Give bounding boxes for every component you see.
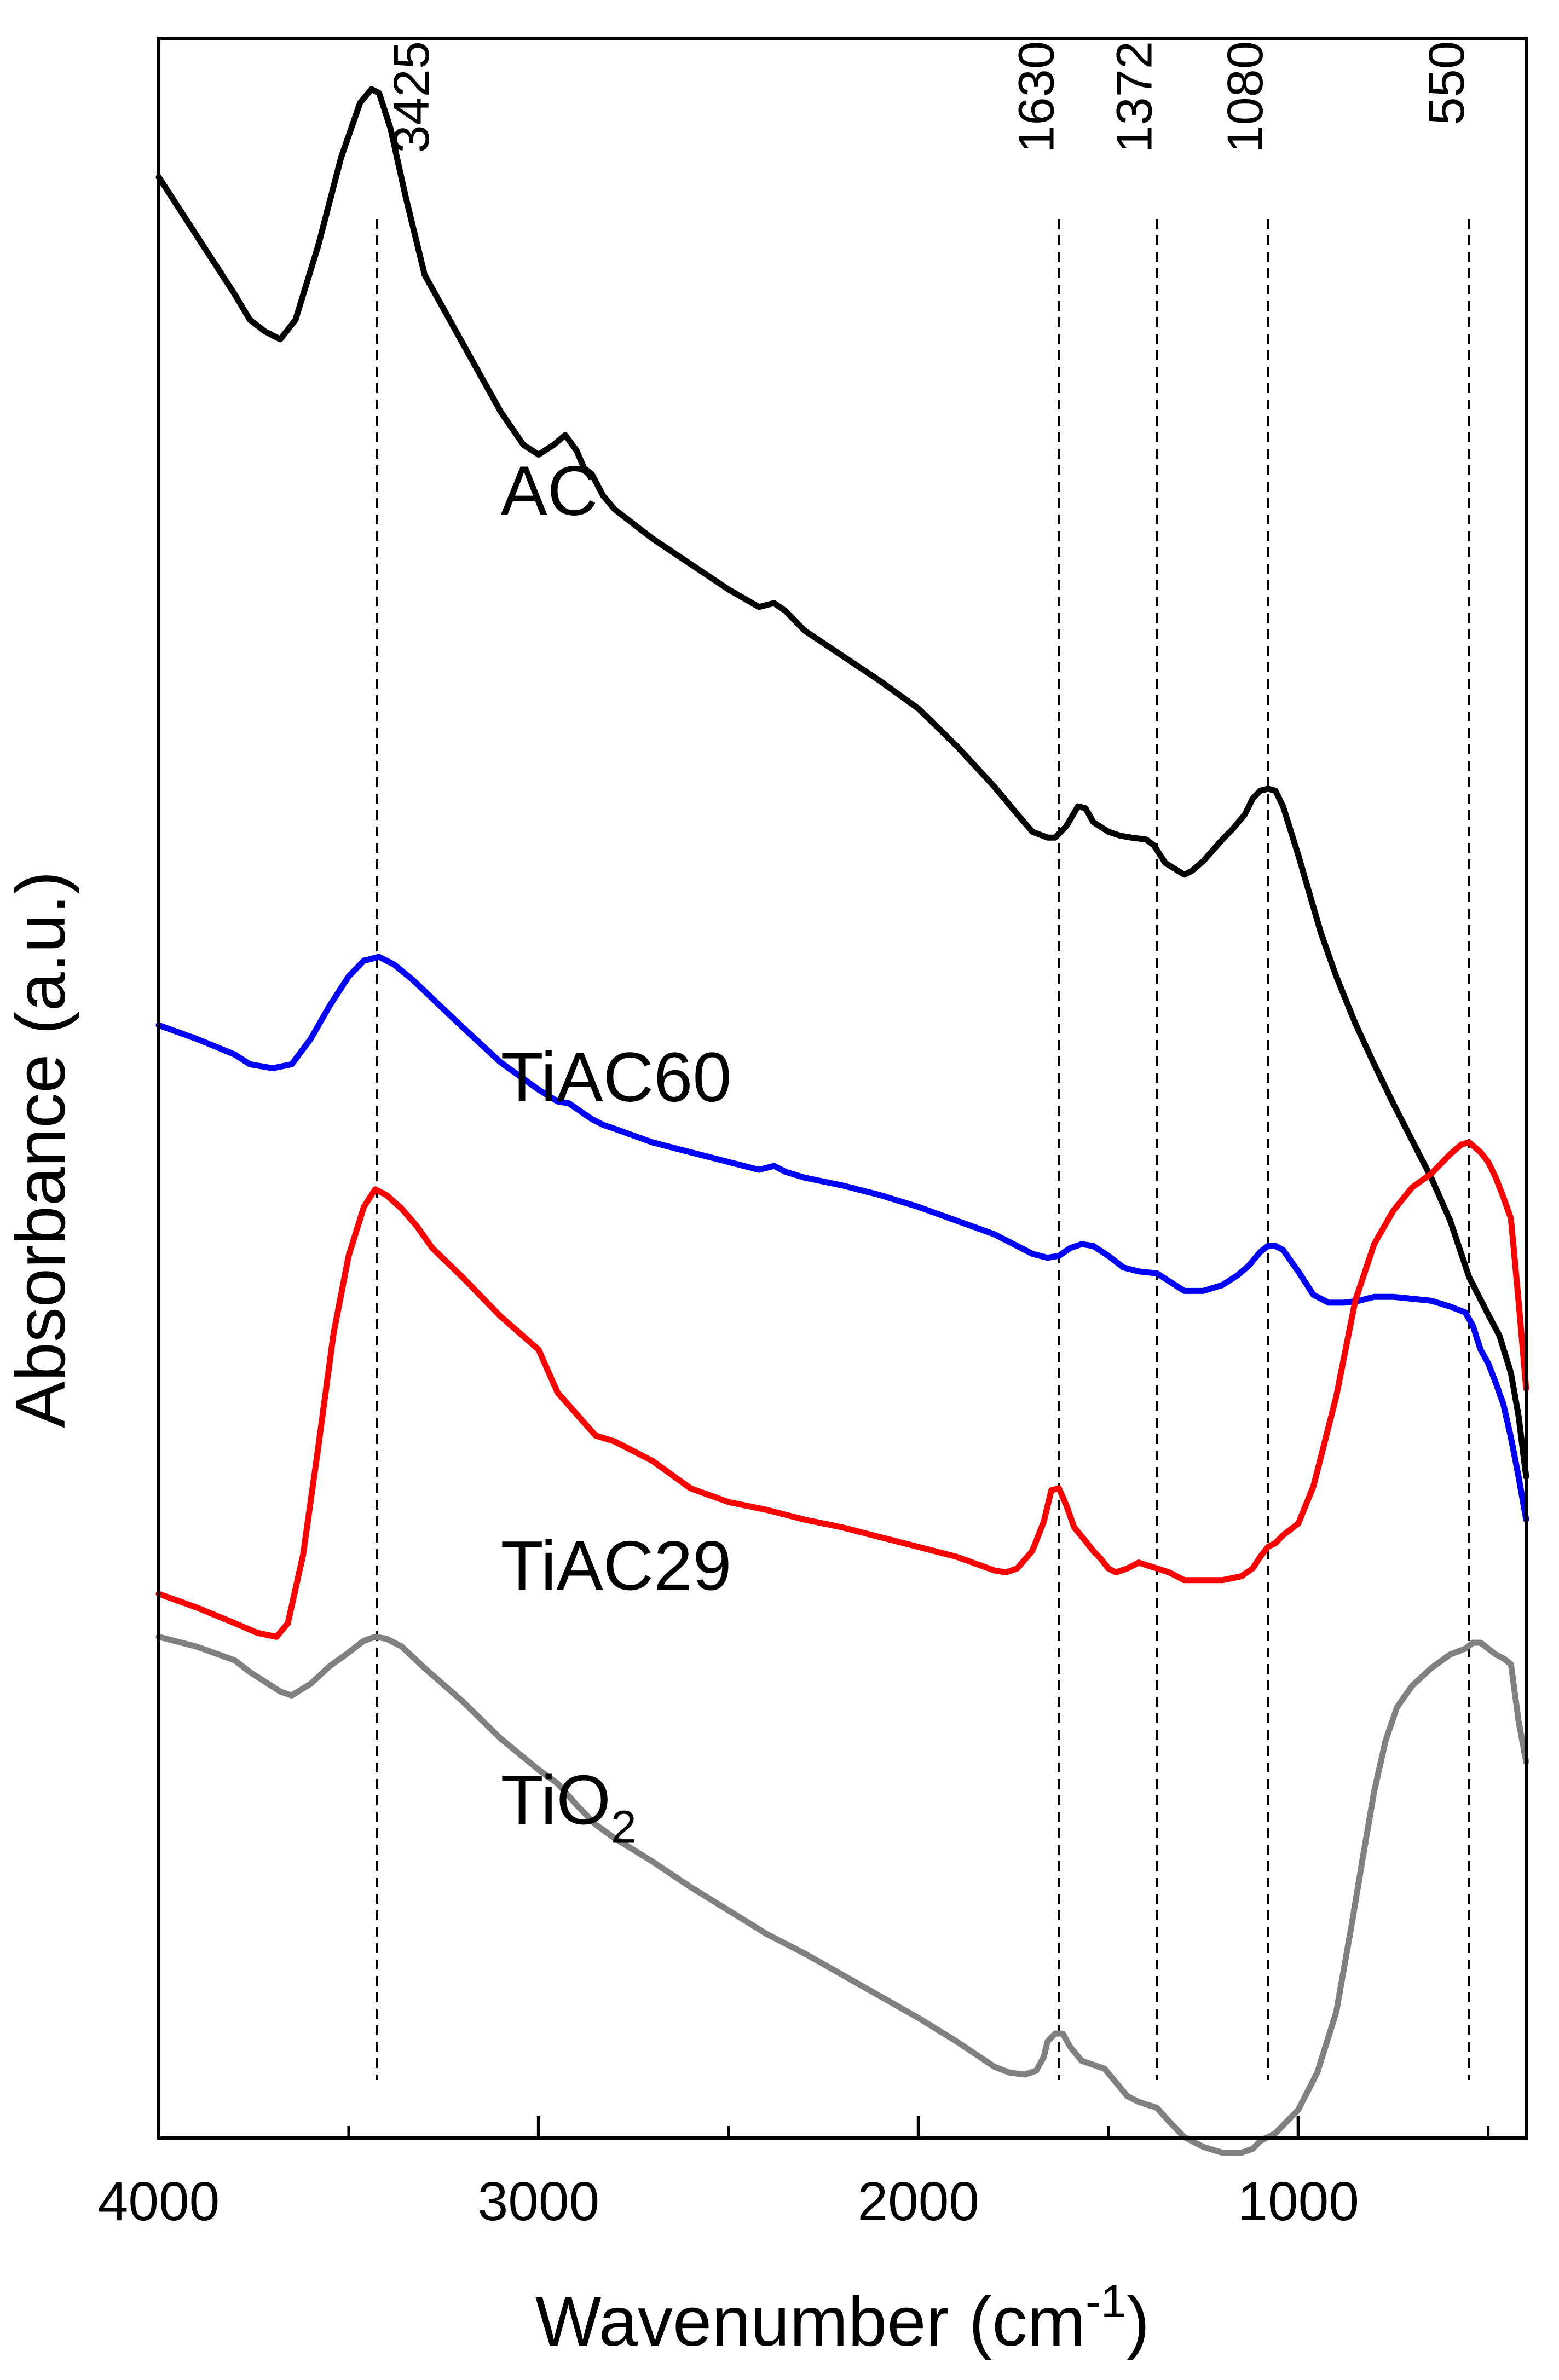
x-axis-tick-labels: 4000 3000 2000 1000 — [98, 2171, 1359, 2232]
series-labels: AC TiAC60 TiAC29 TiO2 — [501, 452, 732, 1853]
y-axis-label: Absorbance (a.u.) — [2, 871, 80, 1428]
series-label-text: AC — [501, 452, 598, 530]
x-axis-label: Wavenumber (cm-1) — [535, 2275, 1150, 2361]
series-line-tio2 — [155, 1633, 1529, 2156]
x-axis-label-end: ) — [1127, 2283, 1150, 2361]
series-label-ac: AC — [501, 452, 598, 530]
reference-line-labels: 3425 1630 1372 1080 550 — [384, 41, 1475, 153]
series-label-tiac29: TiAC29 — [501, 1527, 732, 1605]
reference-line-label: 1080 — [1217, 41, 1273, 153]
reference-line-label: 1630 — [1009, 41, 1065, 153]
x-tick-label: 3000 — [478, 2171, 599, 2232]
x-tick-label: 2000 — [858, 2171, 979, 2232]
series-line-tiac29 — [155, 1139, 1529, 1640]
reference-line-label: 1372 — [1107, 41, 1163, 153]
series-label-tiac60: TiAC60 — [501, 1038, 732, 1117]
series-label-subscript: 2 — [611, 1801, 637, 1853]
x-axis-ticks — [157, 2116, 1490, 2138]
reference-line-label: 550 — [1419, 41, 1475, 125]
x-tick-label: 1000 — [1237, 2171, 1359, 2232]
series-label-tio2: TiO2 — [501, 1761, 637, 1853]
series-lines — [155, 86, 1529, 2156]
series-line-tiac60 — [155, 954, 1529, 1523]
x-axis-label-main: Wavenumber (cm — [535, 2283, 1085, 2361]
series-label-text: TiAC29 — [501, 1527, 732, 1605]
plot-frame — [157, 37, 1528, 2140]
series-label-text: TiAC60 — [501, 1038, 732, 1117]
x-axis-label-superscript: -1 — [1085, 2275, 1127, 2327]
x-tick-label: 4000 — [98, 2171, 220, 2232]
series-line-ac — [155, 86, 1529, 1480]
series-label-text: TiO — [501, 1761, 611, 1840]
reference-lines — [376, 219, 1470, 2080]
